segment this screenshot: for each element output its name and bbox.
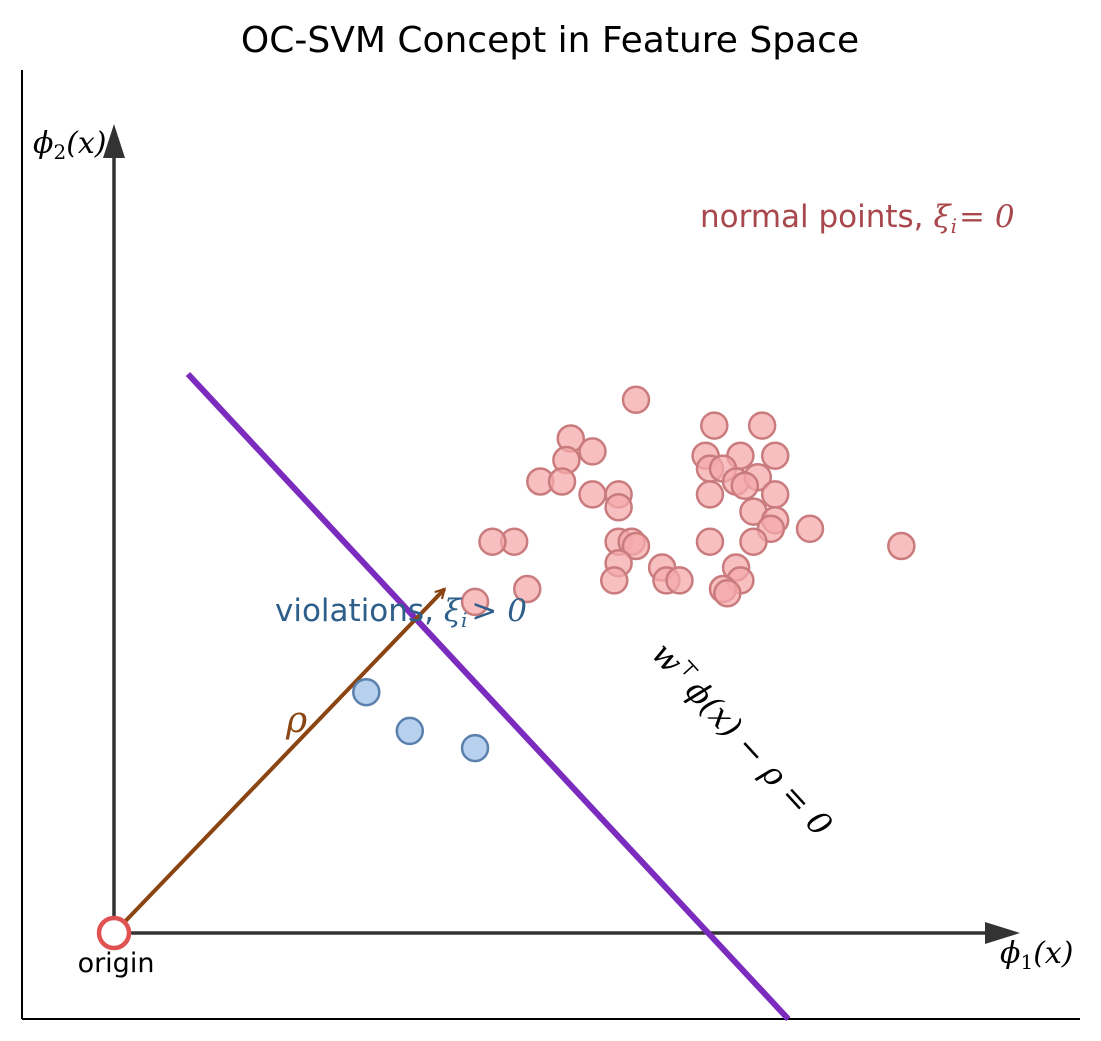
normal-point-19 — [695, 480, 725, 509]
hyperplane-equation-label: w⊤ϕ(x) − ρ = 0 — [644, 634, 841, 844]
normal-point-25 — [795, 514, 825, 544]
normal-point-3 — [747, 411, 777, 440]
rho-label: ρ — [285, 700, 307, 741]
normal-point-16 — [730, 471, 759, 501]
normal-point-32 — [739, 527, 768, 556]
normal-point-31 — [695, 527, 725, 556]
normal-point-43 — [460, 587, 490, 617]
normal-point-33 — [887, 531, 916, 561]
x-axis-label: ϕ1(x) — [1000, 936, 1074, 974]
x-axis-arrowhead — [985, 922, 1020, 944]
y-axis-arrowhead — [103, 124, 125, 158]
rho-vector-arrow — [112, 589, 445, 935]
normal-point-17 — [578, 480, 607, 509]
normal-point-42 — [713, 579, 742, 608]
normal-point-30 — [621, 531, 651, 561]
violation-point-1 — [352, 677, 381, 707]
origin-label: origin — [78, 948, 155, 979]
normal-points-label: normal points, ξi= 0 — [700, 199, 1015, 238]
y-axis-label: ϕ2(x) — [33, 126, 107, 164]
violation-points-group — [352, 677, 490, 763]
violation-point-3 — [460, 733, 490, 763]
normal-point-2 — [700, 411, 729, 440]
normal-points-group — [460, 385, 916, 617]
normal-point-14 — [547, 467, 577, 496]
origin-marker — [96, 915, 132, 951]
figure-title: OC-SVM Concept in Feature Space — [241, 20, 859, 61]
normal-point-1 — [621, 385, 651, 415]
normal-point-44 — [513, 574, 542, 604]
normal-point-21 — [604, 493, 633, 522]
normal-point-20 — [760, 480, 790, 509]
normal-point-5 — [578, 437, 607, 466]
violations-label: violations, ξi > 0 — [275, 593, 527, 632]
normal-point-27 — [478, 527, 507, 556]
normal-point-39 — [665, 566, 694, 595]
normal-point-37 — [600, 566, 629, 595]
normal-point-8 — [760, 441, 790, 470]
decision-hyperplane — [185, 371, 791, 1022]
violation-point-2 — [395, 716, 425, 746]
